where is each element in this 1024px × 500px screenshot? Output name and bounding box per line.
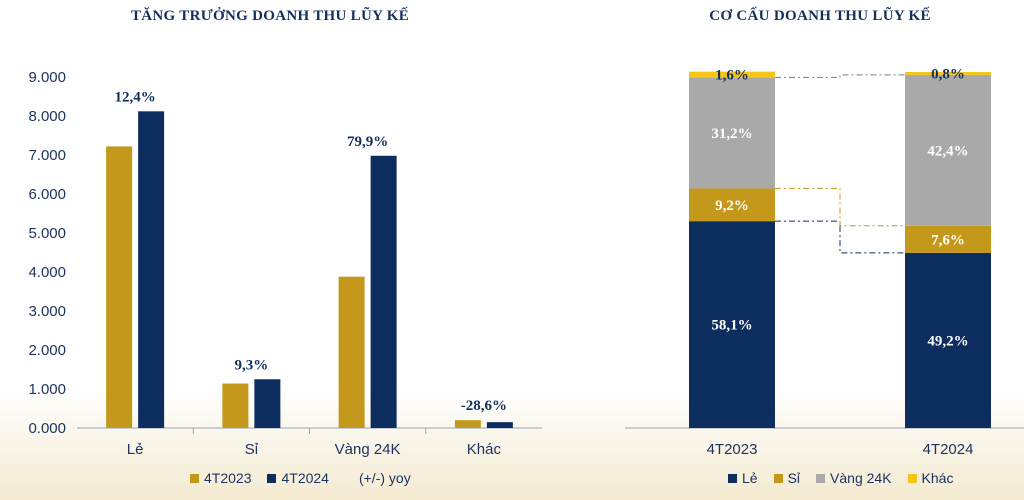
stack-segment-le-4t2023 <box>689 221 775 428</box>
y-tick-label: 0.000 <box>28 420 66 437</box>
legend-item-le: Lẻ <box>728 470 758 486</box>
segment-label-si-4t2024: 7,6% <box>931 232 965 248</box>
growth-label-le: 12,4% <box>115 89 156 105</box>
legend-item-4t2023: 4T2023 <box>190 470 251 486</box>
growth-label-vang-24k: 79,9% <box>347 134 388 150</box>
legend-label-khac: Khác <box>921 470 954 486</box>
y-tick-label: 1.000 <box>28 381 66 398</box>
x-category-label-vang-24k: Vàng 24K <box>335 441 401 458</box>
legend-label-yoy: (+/-) yoy <box>358 470 411 486</box>
segment-label-le-4t2023: 58,1% <box>711 318 752 334</box>
stack-segment-vang-24k-4t2024 <box>905 74 991 226</box>
growth-label-si: 9,3% <box>235 357 269 373</box>
x-category-label-khac: Khác <box>467 441 502 458</box>
y-tick-label: 3.000 <box>28 303 66 320</box>
growth-label-khac: -28,6% <box>461 398 507 414</box>
stack-segment-le-4t2024 <box>905 252 991 428</box>
bar-4t2023-le <box>106 146 133 429</box>
bar-4t2023-khac <box>454 420 481 428</box>
legend-item-si: Sỉ <box>773 470 801 486</box>
stack-segment-si-4t2024 <box>905 225 991 253</box>
right-chart-title: CƠ CẤU DOANH THU LŨY KẾ <box>709 8 931 24</box>
left-legend: 4T2023 4T2024 (+/-) yoy <box>190 470 421 486</box>
x-category-label-si: Sỉ <box>245 441 259 458</box>
x-category-label-le: Lẻ <box>127 441 144 458</box>
legend-label-le: Lẻ <box>742 470 758 486</box>
segment-label-vang-24k-4t2023: 31,2% <box>711 126 752 142</box>
y-tick-label: 5.000 <box>28 225 66 242</box>
y-tick-label: 4.000 <box>28 264 66 281</box>
y-tick-label: 2.000 <box>28 342 66 359</box>
bar-4t2024-khac <box>486 422 513 428</box>
stack-segment-khac-4t2024 <box>905 72 991 75</box>
segment-label-le-4t2024: 49,2% <box>927 333 968 349</box>
legend-swatch-4t2024 <box>267 473 277 483</box>
segment-label-vang-24k-4t2024: 42,4% <box>927 143 968 159</box>
legend-item-4t2024: 4T2024 <box>267 470 329 486</box>
y-tick-label: 9.000 <box>28 69 66 86</box>
bar-4t2023-si <box>222 383 249 428</box>
stack-segment-vang-24k-4t2023 <box>689 77 775 189</box>
segment-label-khac-4t2024: 0,8% <box>931 66 965 82</box>
legend-item-vang24k: Vàng 24K <box>816 470 892 486</box>
connector-vang-24k <box>775 74 905 78</box>
stack-segment-khac-4t2023 <box>689 71 775 78</box>
segment-label-si-4t2023: 9,2% <box>715 198 749 214</box>
legend-item-yoy: (+/-) yoy <box>359 470 411 486</box>
left-chart-title: TĂNG TRƯỞNG DOANH THU LŨY KẾ <box>130 8 409 24</box>
x-category-label-4t2023: 4T2023 <box>707 441 758 458</box>
y-tick-label: 8.000 <box>28 108 66 125</box>
legend-swatch-vang24k <box>816 473 826 483</box>
bar-4t2024-si <box>254 379 281 428</box>
legend-label-vang24k: Vàng 24K <box>830 470 892 486</box>
y-tick-label: 7.000 <box>28 147 66 164</box>
segment-label-khac-4t2023: 1,6% <box>715 67 749 83</box>
bar-4t2024-vang-24k <box>370 155 397 428</box>
bar-4t2024-le <box>138 111 165 428</box>
stack-segment-si-4t2023 <box>689 188 775 222</box>
y-tick-label: 6.000 <box>28 186 66 203</box>
legend-label-4t2023: 4T2023 <box>204 470 252 486</box>
legend-swatch-si <box>773 473 783 483</box>
legend-label-4t2024: 4T2024 <box>281 470 329 486</box>
bar-4t2023-vang-24k <box>338 276 365 428</box>
legend-label-si: Sỉ <box>787 470 801 486</box>
legend-swatch-le <box>728 473 737 483</box>
right-legend: Lẻ Sỉ Vàng 24K Khác <box>728 470 963 486</box>
connector-si <box>775 187 905 227</box>
x-category-label-4t2024: 4T2024 <box>923 441 974 458</box>
legend-swatch-khac <box>907 473 917 483</box>
legend-item-khac: Khác <box>907 470 954 486</box>
legend-swatch-4t2023 <box>190 473 199 483</box>
connector-le <box>775 220 905 254</box>
